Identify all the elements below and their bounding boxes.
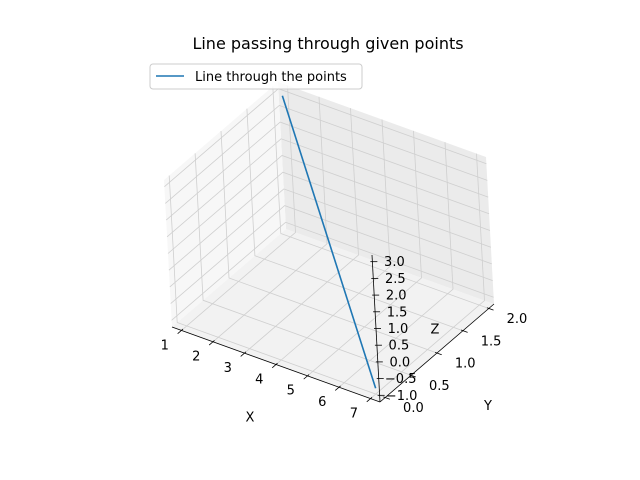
x-grid-line [181, 85, 296, 331]
z-tick-label: 0.5 [389, 339, 410, 354]
x-tick-label: 2 [192, 350, 200, 365]
z-axis-label: Z [431, 323, 440, 338]
z-tick-label: 0.0 [389, 355, 410, 370]
y-tick-mark [486, 307, 494, 311]
y-grid-line [194, 153, 412, 376]
series-line-0 [281, 95, 377, 389]
grid-lines [164, 85, 494, 399]
y-tick-label: 2.0 [507, 312, 528, 327]
x-tick-label: 6 [318, 395, 326, 410]
chart-title: Line passing through given points [192, 34, 463, 53]
y-grid-line [272, 86, 489, 309]
x-tick-label: 4 [255, 372, 263, 387]
y-tick-label: 1.5 [481, 334, 502, 349]
x-tick-mark [271, 362, 278, 369]
x-grid-line [370, 153, 485, 399]
x-tick-label: 1 [161, 338, 169, 353]
z-grid-line [165, 104, 488, 204]
y-grid-line [220, 130, 438, 354]
legend: Line through the points [149, 63, 363, 90]
tick-marks [177, 261, 494, 403]
z-tick-label: 2.5 [385, 272, 406, 287]
z-tick-label: −1.0 [386, 389, 418, 404]
y-tick-label: 0.0 [403, 401, 424, 416]
z-tick-label: 1.0 [388, 322, 409, 337]
x-axis-label: X [246, 411, 255, 426]
z-grid-line [170, 205, 493, 304]
y-axis-label: Y [483, 399, 492, 414]
x-tick-label: 7 [350, 406, 358, 421]
z-tick-label: 1.5 [387, 305, 408, 320]
x-grid-line [212, 96, 328, 343]
y-tick-mark [409, 374, 416, 378]
x-tick-mark [240, 351, 247, 357]
legend-label: Line through the points [195, 70, 347, 85]
y-grid-line [168, 175, 386, 398]
y-tick-label: 1.0 [455, 357, 476, 372]
z-grid-line [165, 121, 489, 221]
y-grid-line [246, 108, 464, 332]
z-tick-label: −0.5 [385, 372, 417, 387]
x-tick-mark [177, 328, 184, 334]
z-tick-label: 2.0 [386, 289, 407, 304]
z-grid-line [169, 188, 492, 288]
x-tick-label: 5 [287, 384, 295, 399]
y-tick-mark [383, 396, 391, 400]
y-tick-mark [434, 351, 442, 356]
z-grid-line [167, 155, 491, 254]
y-tick-mark [460, 329, 468, 333]
x-grid-line [307, 130, 422, 377]
x-grid-line [244, 108, 359, 354]
legend-frame [149, 63, 363, 90]
x-tick-mark [208, 340, 215, 346]
x-grid-line [338, 142, 454, 388]
x-tick-label: 3 [224, 361, 232, 376]
z-tick-label: 3.0 [384, 255, 405, 270]
x-tick-mark [334, 385, 341, 391]
x-tick-mark [366, 396, 373, 403]
z-grid-line [166, 138, 490, 238]
z-grid-line [168, 171, 492, 271]
x-grid-line [275, 119, 391, 365]
z-grid-line [171, 221, 494, 321]
y-tick-label: 0.5 [429, 379, 450, 394]
x-tick-mark [303, 374, 310, 380]
data-series [281, 95, 377, 389]
